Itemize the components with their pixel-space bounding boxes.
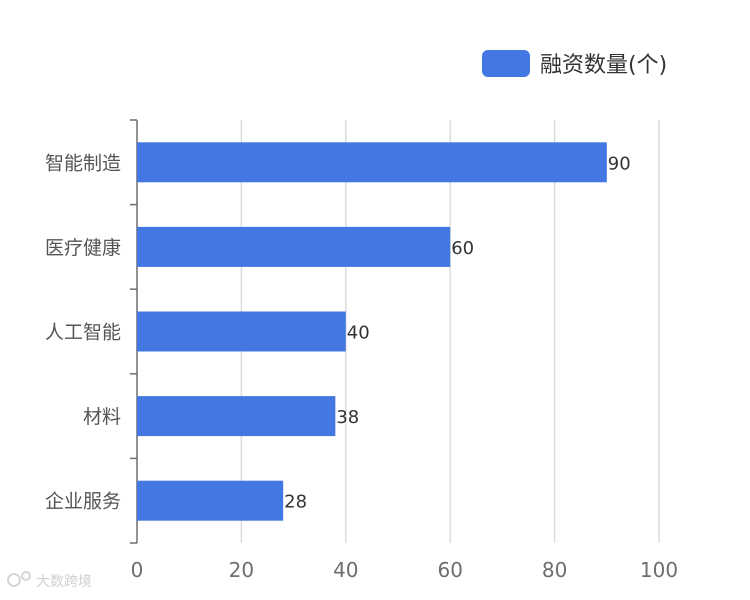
y-axis: [130, 119, 138, 544]
bar-5[interactable]: [137, 480, 284, 521]
watermark: 大数跨境: [7, 571, 92, 590]
bar-1[interactable]: [137, 142, 607, 183]
data-label: 60: [451, 238, 474, 259]
bars: [137, 142, 607, 521]
gridlines: [240, 120, 660, 543]
watermark-text: 大数跨境: [36, 574, 92, 590]
x-tick-label: 80: [542, 558, 567, 582]
bar-3[interactable]: [137, 311, 346, 352]
data-label: 90: [608, 153, 631, 174]
data-labels: 90 60 40 38 28: [284, 153, 631, 512]
category-label: 企业服务: [45, 491, 121, 513]
bar-4[interactable]: [137, 396, 336, 437]
category-label: 医疗健康: [45, 237, 121, 259]
x-tick-label: 20: [229, 558, 254, 582]
x-tick-label: 100: [640, 558, 678, 582]
legend-label: 融资数量(个): [540, 53, 667, 78]
x-tick-labels: 0 20 40 60 80 100: [131, 558, 678, 582]
x-tick-label: 60: [437, 558, 462, 582]
category-label: 材料: [83, 406, 121, 428]
data-label: 28: [284, 492, 307, 513]
data-label: 40: [347, 323, 370, 344]
x-tick-label: 0: [131, 558, 144, 582]
watermark-logo-icon: [7, 571, 31, 587]
category-label: 智能制造: [45, 152, 121, 174]
legend[interactable]: 融资数量(个): [482, 50, 667, 78]
category-label: 人工智能: [45, 322, 121, 344]
x-tick-label: 40: [333, 558, 358, 582]
data-label: 38: [336, 407, 359, 428]
legend-swatch: [482, 50, 530, 77]
bar-2[interactable]: [137, 226, 451, 267]
